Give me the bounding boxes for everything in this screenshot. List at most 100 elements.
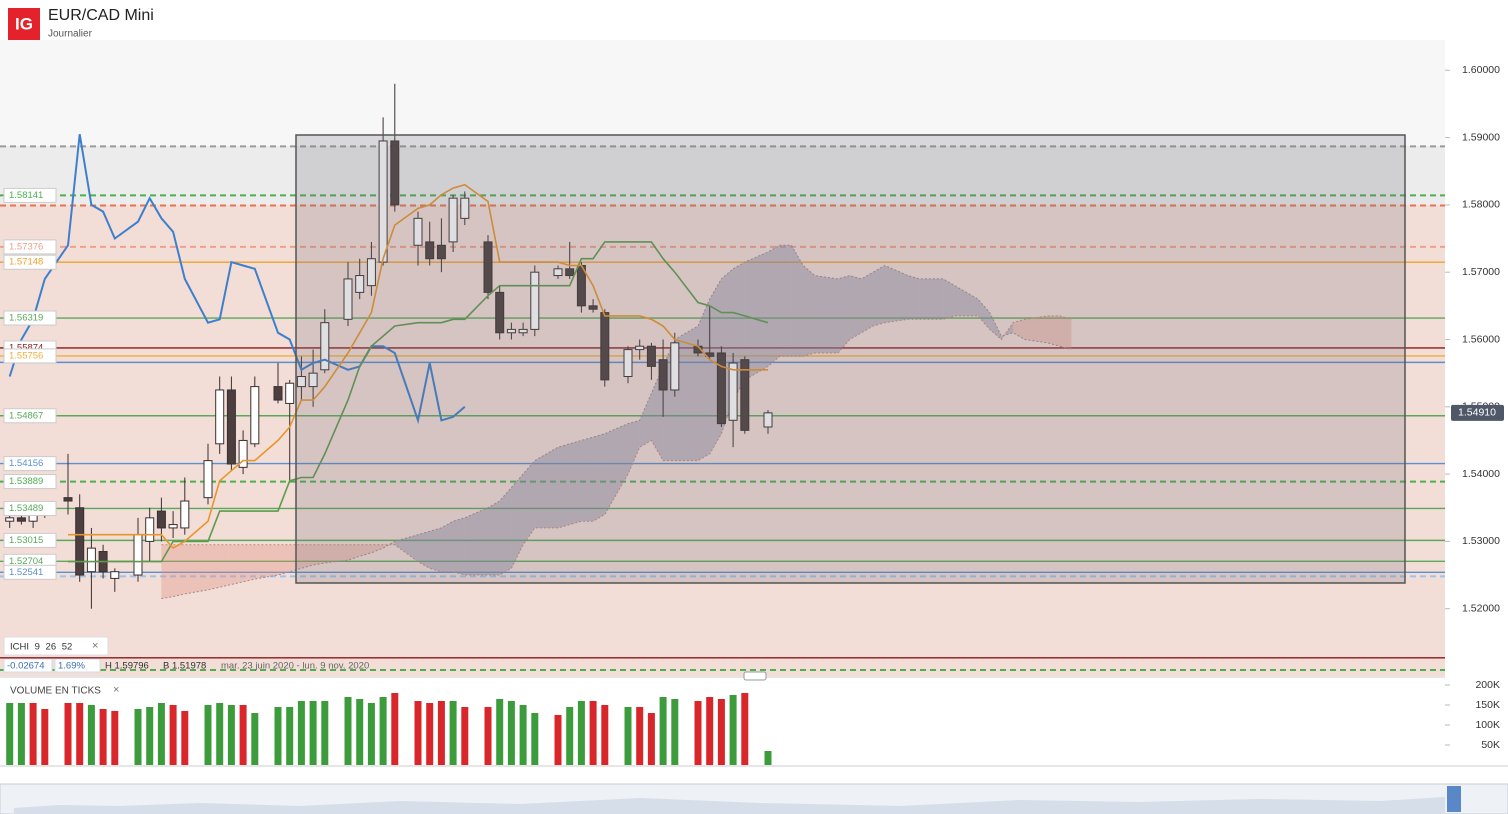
cloud-segment <box>453 517 465 576</box>
volume-bar <box>321 701 329 765</box>
volume-bar <box>286 707 294 765</box>
volume-bar <box>146 707 154 765</box>
level-label-box <box>3 239 57 255</box>
cloud-segment <box>231 544 244 585</box>
candle-body <box>355 275 365 293</box>
cloud-segment <box>254 544 278 580</box>
candle-body <box>646 345 656 367</box>
cloud-segment <box>861 272 874 333</box>
level-label: 1.52541 <box>9 567 43 578</box>
cloud-segment <box>1001 322 1014 340</box>
volume-bar <box>181 711 189 765</box>
stat-change: -0.02674 <box>7 661 45 672</box>
close-icon[interactable]: × <box>92 640 98 652</box>
volume-bar <box>437 701 445 765</box>
candle-body <box>390 140 400 206</box>
volume-bar <box>589 701 597 765</box>
volume-bar <box>449 701 457 765</box>
stat-box <box>54 658 101 673</box>
volume-bar <box>601 705 609 765</box>
cloud-segment <box>383 541 395 549</box>
level-label-box <box>3 474 57 490</box>
candle-body <box>296 376 306 388</box>
volume-bar <box>344 697 352 765</box>
level-label-box <box>3 310 57 326</box>
title: EUR/CAD Mini <box>48 7 154 24</box>
volume-bar <box>6 703 14 765</box>
indicator-box[interactable] <box>3 636 109 656</box>
volume-bar <box>624 707 632 765</box>
volume-bar <box>647 713 655 765</box>
resize-handle[interactable] <box>743 671 767 681</box>
volume-bar <box>157 703 165 765</box>
logo-text: IG <box>15 14 33 33</box>
cloud-segment <box>219 544 232 588</box>
cloud-segment <box>394 534 418 562</box>
cloud-segment <box>184 544 208 594</box>
y-tick-label: 1.59000 <box>1462 131 1500 143</box>
logo <box>8 8 40 40</box>
volume-bar <box>391 693 399 765</box>
last-price-label: 1.54910 <box>1458 407 1496 419</box>
level-label: 1.56319 <box>9 313 43 324</box>
level-label-box <box>3 254 57 270</box>
candle-body <box>320 322 330 371</box>
volume-bar <box>297 701 305 765</box>
cloud-segment <box>243 544 255 582</box>
plot <box>0 83 1445 671</box>
candle-body <box>600 312 610 381</box>
span-a <box>161 244 1072 600</box>
cloud-segment <box>464 507 488 576</box>
level-label: 1.53889 <box>9 476 43 487</box>
last-price-box <box>1451 404 1504 421</box>
cloud-segment <box>838 275 850 353</box>
cloud-segment <box>161 544 174 599</box>
indicator-label: ICHI 9 26 52 <box>10 642 72 653</box>
y-tick-label: 1.60000 <box>1462 64 1500 76</box>
cloud-segment <box>1059 315 1072 350</box>
stat-percent: 1.69% <box>58 661 85 672</box>
volume-bar <box>17 703 25 765</box>
candle-body <box>495 291 505 334</box>
volume-bar <box>274 707 282 765</box>
cloud-segment <box>208 544 220 590</box>
cloud-segment <box>674 326 698 461</box>
level-label-box <box>3 408 57 424</box>
cloud-segment <box>511 474 524 569</box>
cloud-segment <box>441 521 454 572</box>
candle-body <box>635 345 645 351</box>
cloud-segment <box>1048 315 1060 347</box>
volume-tick-label: 200K <box>1475 679 1500 691</box>
close-icon[interactable]: × <box>113 684 119 696</box>
cloud-segment <box>1013 319 1025 340</box>
subtitle: Journalier <box>48 29 93 40</box>
volume-bar <box>169 705 177 765</box>
level-label: 1.55874 <box>9 342 43 353</box>
volume-bar <box>426 703 434 765</box>
cloud-segment <box>978 299 990 330</box>
cloud-segment <box>639 393 652 448</box>
y-tick-label: 1.53000 <box>1462 535 1500 547</box>
volume-bar <box>519 705 527 765</box>
navigator-window[interactable] <box>1447 786 1461 812</box>
candle-body <box>86 547 96 573</box>
level-label: 1.57376 <box>9 241 43 252</box>
selection-rectangle[interactable] <box>295 134 1406 584</box>
candle-body <box>366 258 376 287</box>
candle-body <box>588 305 598 310</box>
candle-body <box>168 524 178 529</box>
cloud-segment <box>849 275 862 340</box>
volume-tick-label: 50K <box>1481 739 1500 751</box>
volume-bar <box>507 701 515 765</box>
volume-bar <box>729 695 737 765</box>
cloud-segment <box>943 278 955 320</box>
candle-body <box>343 278 353 320</box>
candle-body <box>623 349 633 378</box>
candle-body <box>483 241 493 293</box>
cloud-segment <box>1024 315 1048 343</box>
candle-body <box>716 352 726 425</box>
candle-body <box>658 359 668 391</box>
volume-bar <box>99 709 107 765</box>
candle-body <box>530 271 540 330</box>
y-tick-label: 1.58000 <box>1462 199 1500 211</box>
